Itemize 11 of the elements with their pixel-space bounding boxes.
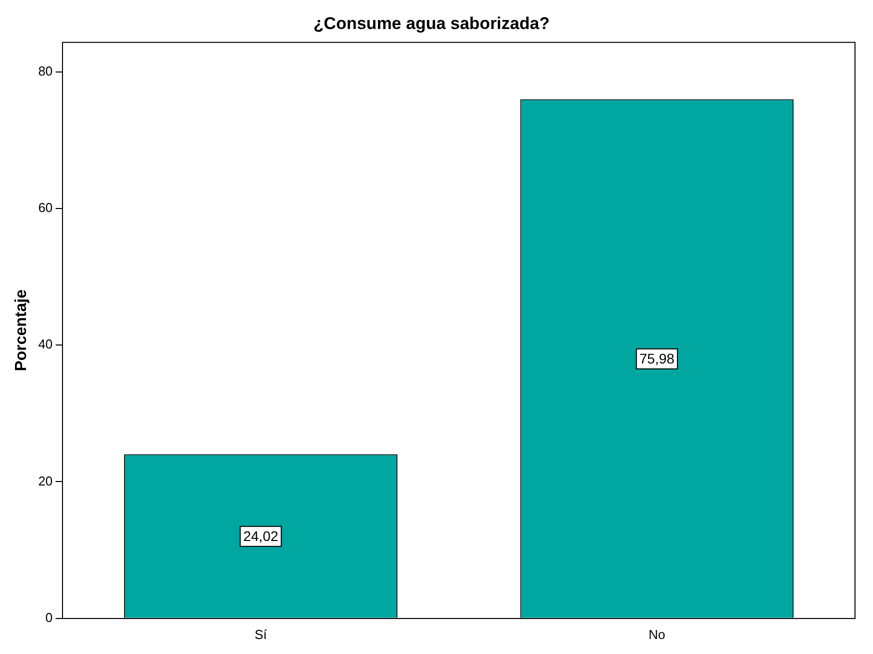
y-tick-label: 20 (38, 473, 53, 488)
data-label: 24,02 (243, 528, 278, 544)
y-tick-label: 40 (38, 336, 53, 352)
x-tick-label: No (648, 626, 666, 642)
y-tick-label: 0 (45, 610, 53, 625)
x-tick-label: Sí (254, 626, 268, 642)
y-axis-title: Porcentaje (13, 289, 30, 372)
y-tick-label: 80 (38, 63, 53, 78)
chart-title: ¿Consume agua saborizada? (313, 14, 550, 33)
data-label: 75,98 (639, 350, 675, 367)
y-tick-label: 60 (38, 200, 53, 216)
